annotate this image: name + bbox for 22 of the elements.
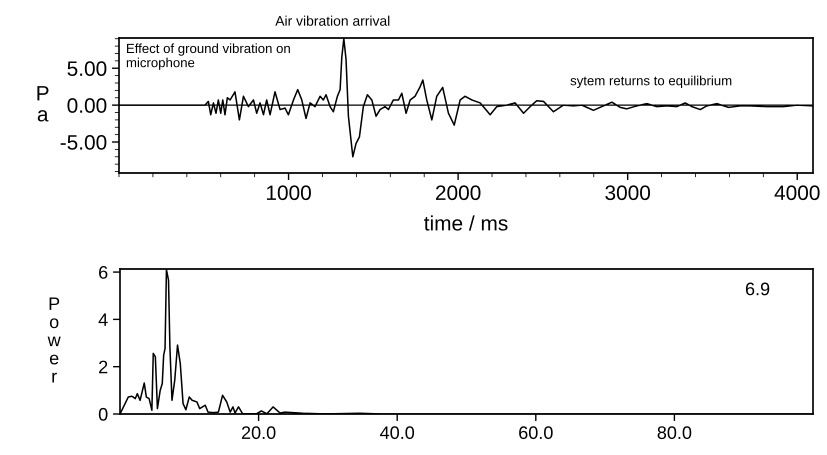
- y-tick-label: 4: [98, 314, 108, 326]
- x-tick-label: 2000: [436, 185, 480, 200]
- annotation: Effect of ground vibration on microphone: [126, 43, 290, 70]
- y-axis-title: Power: [48, 297, 61, 382]
- y-axis-title: Pa: [37, 86, 49, 122]
- x-tick-label: 20.0: [242, 426, 276, 440]
- x-axis-title: time / ms: [424, 215, 508, 231]
- x-tick-label: 40.0: [380, 426, 414, 440]
- x-tick-label: 1000: [266, 185, 311, 200]
- x-tick-label: 60.0: [519, 426, 553, 440]
- x-tick-label: 3000: [605, 185, 650, 200]
- y-tick-label: 0: [98, 408, 108, 421]
- text: Air vibration arrival: [275, 16, 390, 26]
- y-tick-label: 5.00: [67, 61, 106, 76]
- x-tick-label: 80.0: [658, 426, 692, 440]
- y-tick-label: -5.00: [60, 135, 106, 150]
- y-tick-label: 2: [99, 360, 108, 374]
- x-tick-label: 4000: [774, 185, 820, 200]
- annotation: sytem returns to equilibrium: [570, 76, 732, 88]
- annotation: 6.9: [746, 282, 770, 296]
- y-tick-label: 6: [99, 266, 108, 279]
- y-tick-label: 0.00: [67, 98, 106, 113]
